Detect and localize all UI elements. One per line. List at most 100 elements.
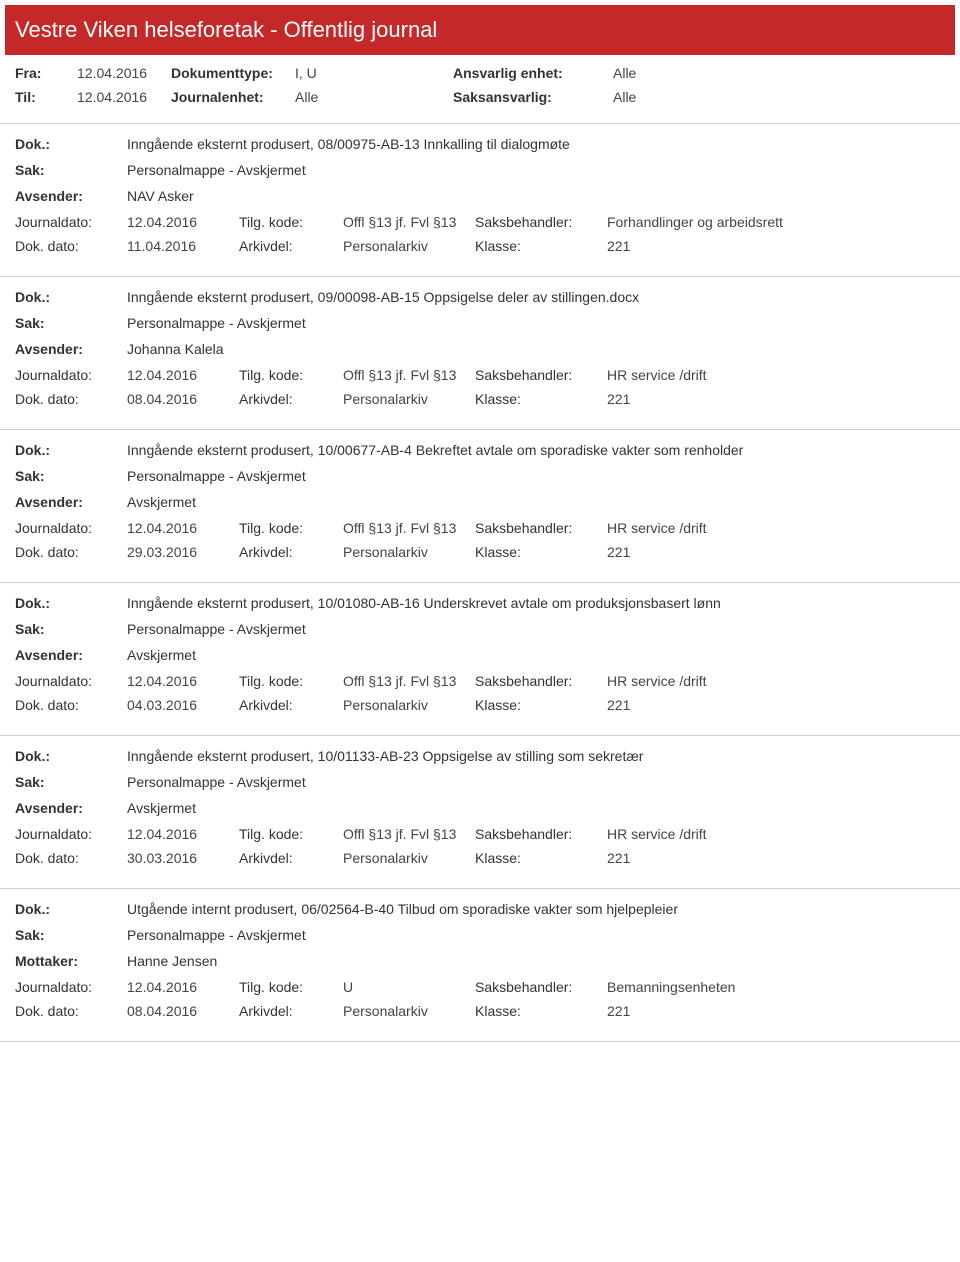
journaldato-label: Journaldato:: [15, 520, 127, 536]
dokdato-label: Dok. dato:: [15, 1003, 127, 1019]
klasse-label: Klasse:: [475, 697, 607, 713]
dok-label: Dok.:: [15, 136, 127, 152]
fra-value: 12.04.2016: [77, 65, 171, 81]
meta-row-2: Dok. dato:29.03.2016Arkivdel:Personalark…: [15, 544, 945, 560]
saksbehandler-label: Saksbehandler:: [475, 826, 607, 842]
sak-row: Sak:Personalmappe - Avskjermet: [15, 927, 945, 943]
fra-label: Fra:: [15, 65, 77, 81]
tilgkode-label: Tilg. kode:: [239, 367, 343, 383]
sak-row: Sak:Personalmappe - Avskjermet: [15, 621, 945, 637]
saksbehandler-label: Saksbehandler:: [475, 979, 607, 995]
journaldato-value: 12.04.2016: [127, 673, 239, 689]
journalenhet-label: Journalenhet:: [171, 89, 295, 105]
dok-label: Dok.:: [15, 442, 127, 458]
sak-label: Sak:: [15, 315, 127, 331]
saksbehandler-label: Saksbehandler:: [475, 367, 607, 383]
sak-label: Sak:: [15, 927, 127, 943]
journal-entry: Dok.:Utgående internt produsert, 06/0256…: [5, 889, 955, 1041]
dokdato-value: 04.03.2016: [127, 697, 239, 713]
saksbehandler-value: HR service /drift: [607, 367, 945, 383]
dokdato-label: Dok. dato:: [15, 238, 127, 254]
party-label: Avsender:: [15, 800, 127, 816]
party-row: Avsender:Johanna Kalela: [15, 341, 945, 357]
journal-entry: Dok.:Inngående eksternt produsert, 10/00…: [5, 430, 955, 582]
dok-label: Dok.:: [15, 748, 127, 764]
arkivdel-value: Personalarkiv: [343, 391, 475, 407]
tilgkode-value: Offl §13 jf. Fvl §13: [343, 367, 475, 383]
page-title: Vestre Viken helseforetak - Offentlig jo…: [15, 17, 437, 42]
journaldato-label: Journaldato:: [15, 826, 127, 842]
arkivdel-value: Personalarkiv: [343, 238, 475, 254]
dok-row: Dok.:Inngående eksternt produsert, 10/01…: [15, 595, 945, 611]
meta-row-1: Journaldato:12.04.2016Tilg. kode:Offl §1…: [15, 673, 945, 689]
arkivdel-label: Arkivdel:: [239, 1003, 343, 1019]
klasse-label: Klasse:: [475, 391, 607, 407]
filter-block: Fra: 12.04.2016 Dokumenttype: I, U Ansva…: [5, 55, 955, 123]
journal-entry: Dok.:Inngående eksternt produsert, 10/01…: [5, 736, 955, 888]
sak-value: Personalmappe - Avskjermet: [127, 315, 945, 331]
meta-row-1: Journaldato:12.04.2016Tilg. kode:Offl §1…: [15, 367, 945, 383]
journal-entry: Dok.:Inngående eksternt produsert, 09/00…: [5, 277, 955, 429]
dokdato-value: 30.03.2016: [127, 850, 239, 866]
meta-row-1: Journaldato:12.04.2016Tilg. kode:Offl §1…: [15, 214, 945, 230]
meta-row-2: Dok. dato:30.03.2016Arkivdel:Personalark…: [15, 850, 945, 866]
dok-row: Dok.:Inngående eksternt produsert, 08/00…: [15, 136, 945, 152]
dokdato-label: Dok. dato:: [15, 697, 127, 713]
sak-value: Personalmappe - Avskjermet: [127, 621, 945, 637]
dok-row: Dok.:Inngående eksternt produsert, 10/01…: [15, 748, 945, 764]
klasse-value: 221: [607, 391, 945, 407]
journal-entry: Dok.:Inngående eksternt produsert, 08/00…: [5, 124, 955, 276]
party-value: NAV Asker: [127, 188, 945, 204]
dok-value: Inngående eksternt produsert, 08/00975-A…: [127, 136, 945, 152]
klasse-label: Klasse:: [475, 238, 607, 254]
dokdato-label: Dok. dato:: [15, 391, 127, 407]
sak-label: Sak:: [15, 162, 127, 178]
sak-row: Sak:Personalmappe - Avskjermet: [15, 315, 945, 331]
filter-row-2: Til: 12.04.2016 Journalenhet: Alle Saksa…: [15, 89, 945, 105]
saksansvarlig-label: Saksansvarlig:: [453, 89, 613, 105]
til-value: 12.04.2016: [77, 89, 171, 105]
dok-label: Dok.:: [15, 901, 127, 917]
meta-row-2: Dok. dato:04.03.2016Arkivdel:Personalark…: [15, 697, 945, 713]
party-value: Avskjermet: [127, 800, 945, 816]
dok-row: Dok.:Inngående eksternt produsert, 09/00…: [15, 289, 945, 305]
party-row: Avsender:Avskjermet: [15, 647, 945, 663]
party-value: Hanne Jensen: [127, 953, 945, 969]
ansvarlig-label: Ansvarlig enhet:: [453, 65, 613, 81]
saksbehandler-label: Saksbehandler:: [475, 214, 607, 230]
dok-value: Inngående eksternt produsert, 09/00098-A…: [127, 289, 945, 305]
party-value: Avskjermet: [127, 647, 945, 663]
tilgkode-value: U: [343, 979, 475, 995]
journalenhet-value: Alle: [295, 89, 453, 105]
sak-row: Sak:Personalmappe - Avskjermet: [15, 468, 945, 484]
arkivdel-label: Arkivdel:: [239, 238, 343, 254]
arkivdel-value: Personalarkiv: [343, 1003, 475, 1019]
meta-row-1: Journaldato:12.04.2016Tilg. kode:Offl §1…: [15, 520, 945, 536]
sak-value: Personalmappe - Avskjermet: [127, 927, 945, 943]
klasse-label: Klasse:: [475, 850, 607, 866]
dok-label: Dok.:: [15, 595, 127, 611]
saksbehandler-label: Saksbehandler:: [475, 520, 607, 536]
saksbehandler-value: Bemanningsenheten: [607, 979, 945, 995]
dokdato-value: 08.04.2016: [127, 1003, 239, 1019]
klasse-value: 221: [607, 238, 945, 254]
meta-row-2: Dok. dato:08.04.2016Arkivdel:Personalark…: [15, 391, 945, 407]
doktype-label: Dokumenttype:: [171, 65, 295, 81]
journaldato-value: 12.04.2016: [127, 979, 239, 995]
party-row: Mottaker:Hanne Jensen: [15, 953, 945, 969]
dokdato-value: 08.04.2016: [127, 391, 239, 407]
dok-row: Dok.:Inngående eksternt produsert, 10/00…: [15, 442, 945, 458]
dok-label: Dok.:: [15, 289, 127, 305]
party-label: Avsender:: [15, 341, 127, 357]
journaldato-value: 12.04.2016: [127, 826, 239, 842]
sak-label: Sak:: [15, 774, 127, 790]
divider: [0, 1041, 960, 1042]
saksbehandler-value: HR service /drift: [607, 826, 945, 842]
arkivdel-label: Arkivdel:: [239, 850, 343, 866]
klasse-label: Klasse:: [475, 1003, 607, 1019]
sak-label: Sak:: [15, 468, 127, 484]
page-header: Vestre Viken helseforetak - Offentlig jo…: [5, 5, 955, 55]
meta-row-1: Journaldato:12.04.2016Tilg. kode:Offl §1…: [15, 826, 945, 842]
klasse-value: 221: [607, 697, 945, 713]
klasse-value: 221: [607, 1003, 945, 1019]
